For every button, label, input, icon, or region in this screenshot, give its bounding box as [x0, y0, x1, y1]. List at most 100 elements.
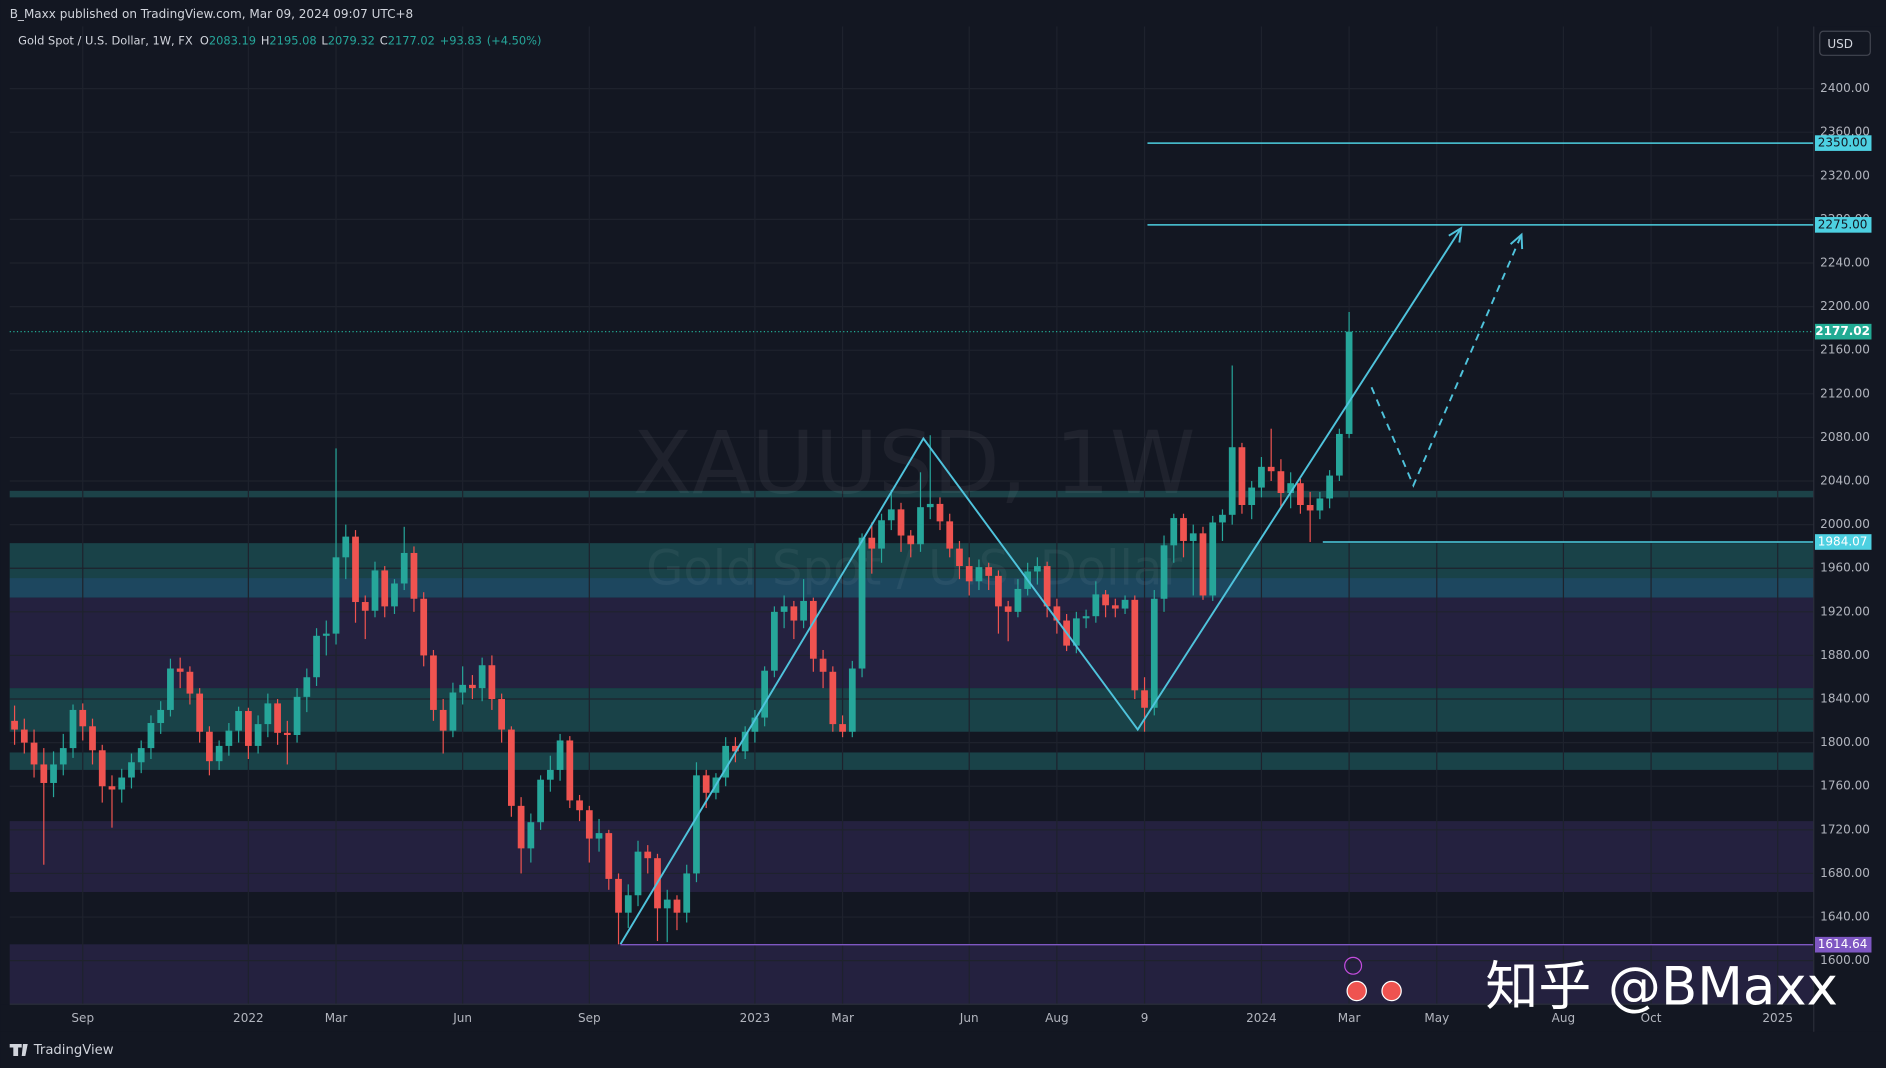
candle-body — [430, 655, 437, 710]
candle-body — [167, 668, 174, 710]
candle-body — [459, 684, 467, 693]
x-tick-label: 2022 — [233, 1011, 264, 1025]
candle-body — [89, 726, 96, 751]
y-tick-label: 2240.00 — [1820, 256, 1870, 270]
candle-body — [332, 557, 340, 634]
x-tick-label: Sep — [578, 1011, 601, 1025]
candle-body — [907, 535, 915, 545]
arrow-head — [1448, 226, 1463, 243]
currency-label[interactable]: USD — [1827, 37, 1853, 51]
legend-text: 2083.19 — [209, 33, 256, 47]
candle-body — [410, 552, 418, 599]
candle-body — [663, 899, 671, 909]
watermark-ticker: XAUUSD, 1W — [633, 414, 1196, 514]
candle-body — [1160, 545, 1168, 599]
candle-body — [1150, 598, 1158, 708]
candle-body — [517, 805, 525, 849]
x-tick-label: 9 — [1141, 1011, 1149, 1025]
candle-body — [98, 750, 106, 787]
candle-body — [1034, 566, 1041, 572]
candle-body — [868, 537, 876, 549]
candle-body — [1102, 594, 1109, 606]
candle-body — [342, 536, 350, 558]
candle-body — [59, 748, 67, 765]
candle-body — [780, 606, 788, 612]
candle-body — [1219, 514, 1226, 523]
candle-body — [1141, 690, 1148, 708]
candle-body — [235, 711, 242, 731]
candle-body — [761, 670, 769, 718]
candle-body — [1199, 533, 1207, 596]
candle-body — [527, 822, 535, 849]
candle-body — [1072, 618, 1080, 646]
candle-body — [624, 895, 632, 913]
level-tag — [1814, 135, 1872, 151]
x-tick-label: Sep — [71, 1011, 94, 1025]
drawings — [9, 142, 1814, 946]
candle-body — [1297, 483, 1304, 506]
legend-text: C — [380, 33, 388, 47]
candle-body — [313, 635, 320, 678]
candle-body — [303, 677, 311, 697]
candle-body — [264, 703, 272, 725]
candle-body — [254, 724, 262, 746]
candle-body — [848, 668, 856, 732]
candle-body — [1111, 605, 1119, 609]
candle-body — [673, 899, 681, 913]
candle-body — [878, 520, 885, 549]
candle-body — [995, 575, 1002, 607]
candle-body — [108, 786, 116, 790]
candle-body — [11, 720, 18, 730]
candle-body — [1258, 466, 1265, 488]
candle-body — [829, 671, 837, 725]
candle-body — [244, 711, 252, 746]
legend-text: 2195.08 — [269, 33, 316, 47]
candle-body — [176, 668, 184, 672]
watermark-name: Gold Spot / U.S. Dollar — [646, 540, 1182, 596]
candle-body — [644, 851, 652, 859]
event-icon[interactable] — [1346, 980, 1367, 1002]
y-tick-label: 1680.00 — [1820, 866, 1870, 880]
candle-body — [293, 696, 301, 736]
y-tick-label: 2320.00 — [1820, 168, 1870, 182]
candle-body — [322, 633, 330, 636]
y-tick-label: 2080.00 — [1820, 430, 1870, 444]
candle-body — [585, 810, 593, 839]
candle-body — [1335, 433, 1343, 476]
header: Gold Spot / U.S. Dollar, 1W, FX O 2083.19 H… — [18, 33, 541, 47]
y-tick-label: 1840.00 — [1820, 692, 1870, 706]
candle-body — [352, 536, 359, 603]
candle-body — [1326, 475, 1333, 499]
zone — [9, 578, 1814, 598]
zone — [9, 821, 1814, 892]
x-tick-label: Jun — [452, 1011, 472, 1025]
legend-text: O — [200, 33, 209, 47]
arrow-head — [1509, 232, 1524, 250]
zone — [9, 944, 1814, 1005]
y-tick-label: 1880.00 — [1820, 648, 1870, 662]
currency-button[interactable] — [1819, 30, 1871, 56]
candle-body — [1082, 616, 1090, 619]
level-tag — [1814, 936, 1872, 953]
x-tick-label: Aug — [1045, 1011, 1068, 1025]
y-tick-label: 2000.00 — [1820, 517, 1870, 531]
candle-body — [858, 537, 866, 669]
legend-text: Gold Spot / U.S. Dollar, 1W, FX — [18, 33, 193, 47]
legend-text: L — [321, 33, 328, 47]
candle-body — [420, 598, 428, 656]
candle-body — [732, 745, 739, 752]
event-icon[interactable] — [1381, 980, 1402, 1002]
x-tick-label: 2023 — [740, 1011, 771, 1025]
candle-body — [917, 507, 924, 545]
y-tick-label: 1720.00 — [1820, 822, 1870, 836]
candle-body — [478, 665, 486, 689]
candle-body — [147, 723, 155, 749]
candle-body — [128, 762, 135, 778]
x-tick-label: 2025 — [1762, 1011, 1793, 1025]
y-tick-label: 1920.00 — [1820, 604, 1870, 618]
zones — [9, 490, 1814, 1005]
event-icon[interactable] — [1344, 956, 1363, 975]
candle-body — [361, 602, 369, 611]
candle-body — [887, 509, 895, 521]
